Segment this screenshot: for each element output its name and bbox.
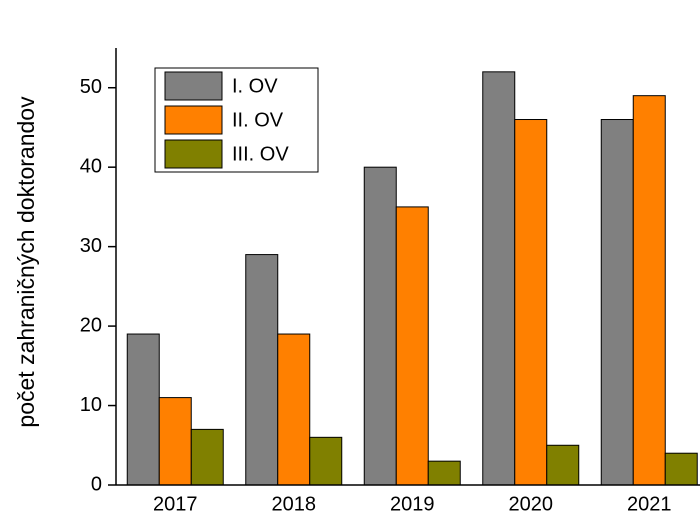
- bar: [363, 166, 397, 486]
- legend-label: III. OV: [232, 143, 289, 165]
- y-tick-label: 10: [80, 394, 102, 416]
- x-tick-label: 2020: [509, 493, 554, 515]
- bar: [309, 436, 343, 486]
- bar: [126, 333, 160, 486]
- bar: [632, 95, 666, 486]
- x-tick-label: 2017: [153, 493, 198, 515]
- bar: [158, 397, 192, 486]
- y-tick-label: 20: [80, 314, 102, 336]
- y-tick-label: 30: [80, 235, 102, 257]
- x-tick-label: 2021: [627, 493, 672, 515]
- legend-label: II. OV: [232, 109, 284, 131]
- y-tick-label: 0: [91, 473, 102, 495]
- legend-swatch: [164, 105, 223, 135]
- y-tick-label: 40: [80, 155, 102, 177]
- bar: [664, 452, 698, 486]
- bar: [514, 119, 548, 486]
- legend-label: I. OV: [232, 75, 278, 97]
- bar: [277, 333, 311, 486]
- bar: [546, 444, 580, 486]
- x-tick-label: 2018: [272, 493, 317, 515]
- y-tick-label: 50: [80, 76, 102, 98]
- y-axis-label: počet zahraničných doktorandov: [13, 96, 39, 428]
- x-tick-label: 2019: [390, 493, 435, 515]
- bar: [427, 460, 461, 486]
- bar: [482, 71, 516, 486]
- bar: [395, 206, 429, 486]
- bar: [190, 428, 224, 486]
- bar: [245, 254, 279, 486]
- legend-swatch: [164, 71, 223, 101]
- bar: [600, 119, 634, 486]
- legend-swatch: [164, 139, 223, 169]
